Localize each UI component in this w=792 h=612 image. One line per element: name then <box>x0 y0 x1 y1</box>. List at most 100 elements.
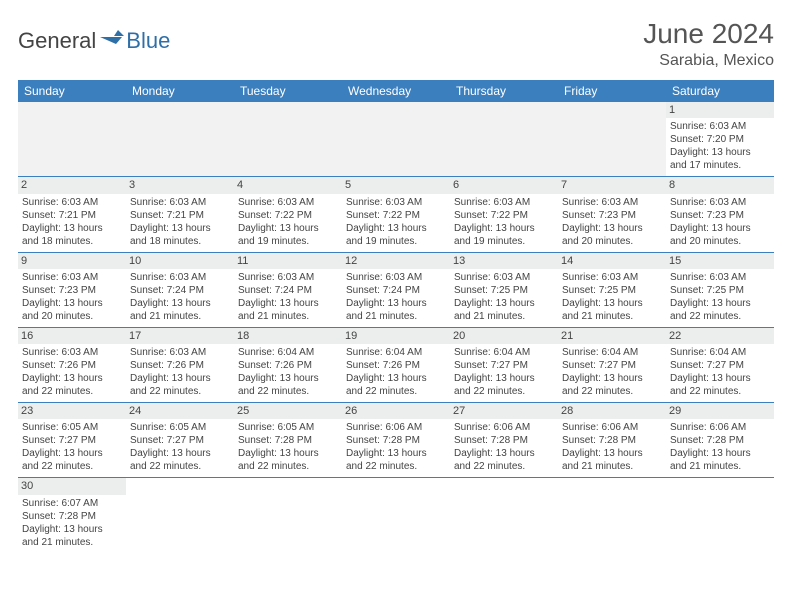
sunset-text: Sunset: 7:23 PM <box>22 284 122 297</box>
sunrise-text: Sunrise: 6:04 AM <box>346 346 446 359</box>
daylight-text: Daylight: 13 hours and 21 minutes. <box>454 297 554 323</box>
calendar-day: 17Sunrise: 6:03 AMSunset: 7:26 PMDayligh… <box>126 327 234 402</box>
sunset-text: Sunset: 7:21 PM <box>130 209 230 222</box>
sunrise-text: Sunrise: 6:03 AM <box>346 196 446 209</box>
daylight-text: Daylight: 13 hours and 22 minutes. <box>238 447 338 473</box>
logo-text-blue: Blue <box>126 28 170 54</box>
calendar-day: 4Sunrise: 6:03 AMSunset: 7:22 PMDaylight… <box>234 177 342 252</box>
sunset-text: Sunset: 7:26 PM <box>22 359 122 372</box>
calendar-day: 20Sunrise: 6:04 AMSunset: 7:27 PMDayligh… <box>450 327 558 402</box>
daylight-text: Daylight: 13 hours and 22 minutes. <box>454 372 554 398</box>
daylight-text: Daylight: 13 hours and 20 minutes. <box>562 222 662 248</box>
sunset-text: Sunset: 7:24 PM <box>346 284 446 297</box>
day-number: 15 <box>666 253 774 269</box>
calendar-week: 9Sunrise: 6:03 AMSunset: 7:23 PMDaylight… <box>18 252 774 327</box>
sunrise-text: Sunrise: 6:04 AM <box>238 346 338 359</box>
calendar-body: 1Sunrise: 6:03 AMSunset: 7:20 PMDaylight… <box>18 102 774 553</box>
sunrise-text: Sunrise: 6:03 AM <box>454 271 554 284</box>
day-number: 25 <box>234 403 342 419</box>
day-number: 12 <box>342 253 450 269</box>
calendar-blank <box>558 102 666 177</box>
calendar-blank <box>666 478 774 553</box>
calendar-week: 2Sunrise: 6:03 AMSunset: 7:21 PMDaylight… <box>18 177 774 252</box>
calendar-day: 26Sunrise: 6:06 AMSunset: 7:28 PMDayligh… <box>342 403 450 478</box>
calendar-day: 21Sunrise: 6:04 AMSunset: 7:27 PMDayligh… <box>558 327 666 402</box>
sunrise-text: Sunrise: 6:03 AM <box>454 196 554 209</box>
day-number: 19 <box>342 328 450 344</box>
day-number: 2 <box>18 177 126 193</box>
calendar-day: 5Sunrise: 6:03 AMSunset: 7:22 PMDaylight… <box>342 177 450 252</box>
daylight-text: Daylight: 13 hours and 22 minutes. <box>562 372 662 398</box>
logo-text-general: General <box>18 28 96 54</box>
sunset-text: Sunset: 7:26 PM <box>130 359 230 372</box>
daylight-text: Daylight: 13 hours and 19 minutes. <box>346 222 446 248</box>
day-number: 17 <box>126 328 234 344</box>
sunrise-text: Sunrise: 6:04 AM <box>454 346 554 359</box>
daylight-text: Daylight: 13 hours and 22 minutes. <box>238 372 338 398</box>
day-number: 27 <box>450 403 558 419</box>
day-number: 16 <box>18 328 126 344</box>
day-header: Friday <box>558 80 666 102</box>
day-number: 8 <box>666 177 774 193</box>
calendar-day: 29Sunrise: 6:06 AMSunset: 7:28 PMDayligh… <box>666 403 774 478</box>
day-header: Monday <box>126 80 234 102</box>
day-header: Sunday <box>18 80 126 102</box>
header: General Blue June 2024 Sarabia, Mexico <box>18 18 774 70</box>
daylight-text: Daylight: 13 hours and 21 minutes. <box>238 297 338 323</box>
day-number: 30 <box>18 478 126 494</box>
calendar-day: 16 Sunrise: 6:03 AMSunset: 7:26 PMDayligh… <box>18 327 126 402</box>
sunset-text: Sunset: 7:28 PM <box>22 510 122 523</box>
month-title: June 2024 <box>643 18 774 50</box>
sunset-text: Sunset: 7:22 PM <box>238 209 338 222</box>
calendar-week: 23 Sunrise: 6:05 AM Sunset: 7:27 PM Dayligh… <box>18 403 774 478</box>
calendar-blank <box>450 478 558 553</box>
sunrise-text: Sunrise: 6:03 AM <box>130 196 230 209</box>
day-header-row: SundayMondayTuesdayWednesdayThursdayFrid… <box>18 80 774 102</box>
calendar-blank <box>234 102 342 177</box>
calendar-day: 22Sunrise: 6:04 AMSunset: 7:27 PMDayligh… <box>666 327 774 402</box>
sunset-text: Sunset: 7:25 PM <box>454 284 554 297</box>
daylight-text: Daylight: 13 hours and 22 minutes. <box>22 372 122 398</box>
sunset-text: Sunset: 7:27 PM <box>562 359 662 372</box>
daylight-text: Daylight: 13 hours and 18 minutes. <box>130 222 230 248</box>
day-number: 23 <box>18 403 126 419</box>
day-header: Saturday <box>666 80 774 102</box>
calendar-blank <box>18 102 126 177</box>
day-number: 21 <box>558 328 666 344</box>
sunrise-text: Sunrise: 6:03 AM <box>562 271 662 284</box>
sunset-text: Sunset: 7:28 PM <box>670 434 770 447</box>
daylight-text: Daylight: 13 hours and 17 minutes. <box>670 146 770 172</box>
sunrise-text: Sunrise: 6:06 AM <box>562 421 662 434</box>
sunset-text: Sunset: 7:26 PM <box>238 359 338 372</box>
daylight-text: Daylight: 13 hours and 18 minutes. <box>22 222 122 248</box>
sunrise-text: Sunrise: 6:06 AM <box>346 421 446 434</box>
day-header: Tuesday <box>234 80 342 102</box>
daylight-text: Daylight: 13 hours and 19 minutes. <box>238 222 338 248</box>
sunrise-text: Sunrise: 6:03 AM <box>238 271 338 284</box>
sunrise-text: Sunrise: 6:05 AM <box>130 421 230 434</box>
calendar-day: 6Sunrise: 6:03 AMSunset: 7:22 PMDaylight… <box>450 177 558 252</box>
sunset-text: Sunset: 7:24 PM <box>238 284 338 297</box>
sunset-text: Sunset: 7:27 PM <box>22 434 122 447</box>
calendar-day: 15Sunrise: 6:03 AMSunset: 7:25 PMDayligh… <box>666 252 774 327</box>
daylight-text: Daylight: 13 hours and 21 minutes. <box>346 297 446 323</box>
sunrise-text: Sunrise: 6:03 AM <box>22 346 122 359</box>
day-number: 7 <box>558 177 666 193</box>
location: Sarabia, Mexico <box>643 52 774 70</box>
sunset-text: Sunset: 7:28 PM <box>238 434 338 447</box>
day-number: 22 <box>666 328 774 344</box>
calendar-day: 23Sunrise: 6:05 AMSunset: 7:27 PMDayligh… <box>18 403 126 478</box>
day-number: 18 <box>234 328 342 344</box>
calendar-day: 10Sunrise: 6:03 AMSunset: 7:24 PMDayligh… <box>126 252 234 327</box>
sunset-text: Sunset: 7:27 PM <box>454 359 554 372</box>
calendar-week: 16Sunrise: 6:03 AMSunset: 7:26 PMDayligh… <box>18 327 774 402</box>
calendar-day: 9Sunrise: 6:03 AMSunset: 7:23 PMDaylight… <box>18 252 126 327</box>
calendar-day: 12Sunrise: 6:03 AMSunset: 7:24 PMDayligh… <box>342 252 450 327</box>
daylight-text: Daylight: 13 hours and 22 minutes. <box>454 447 554 473</box>
title-block: June 2024 Sarabia, Mexico <box>643 18 774 70</box>
calendar-day: 3Sunrise: 6:03 AMSunset: 7:21 PMDaylight… <box>126 177 234 252</box>
calendar-blank <box>342 478 450 553</box>
daylight-text: Daylight: 13 hours and 22 minutes. <box>130 447 230 473</box>
calendar-blank <box>342 102 450 177</box>
sunrise-text: Sunrise: 6:03 AM <box>22 271 122 284</box>
